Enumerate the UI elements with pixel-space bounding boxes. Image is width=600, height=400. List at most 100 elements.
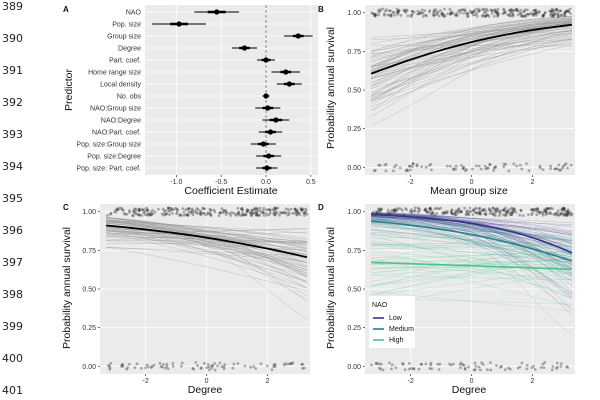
observed-survived-point xyxy=(463,9,467,13)
observed-survived-point xyxy=(502,209,506,212)
observed-survived-point xyxy=(291,211,295,215)
observed-died-point xyxy=(377,362,381,366)
observed-survived-point xyxy=(280,211,284,215)
observed-survived-point xyxy=(409,208,413,212)
observed-survived-point xyxy=(549,206,553,210)
observed-died-point xyxy=(231,366,235,370)
observed-survived-point xyxy=(512,207,516,210)
observed-survived-point xyxy=(141,208,145,212)
observed-survived-point xyxy=(245,210,249,214)
observed-survived-point xyxy=(559,9,562,13)
posterior-draw-line-low xyxy=(371,213,573,232)
observed-survived-point xyxy=(435,206,439,210)
observed-survived-point xyxy=(440,11,444,15)
observed-survived-point xyxy=(518,213,522,217)
observed-survived-point xyxy=(299,208,303,212)
observed-survived-point xyxy=(409,14,413,17)
panel-d-mean-curves xyxy=(371,213,573,271)
observed-died-point xyxy=(374,361,378,365)
observed-died-point xyxy=(370,363,373,367)
observed-survived-point xyxy=(428,206,432,210)
observed-survived-point xyxy=(392,209,396,212)
observed-survived-point xyxy=(548,207,551,211)
observed-survived-point xyxy=(162,213,166,217)
observed-survived-point xyxy=(293,211,296,215)
observed-survived-point xyxy=(199,209,203,213)
observed-survived-point xyxy=(157,207,160,211)
posterior-draw-line-high xyxy=(371,264,572,275)
observed-survived-point xyxy=(136,213,140,216)
posterior-draw-line-high xyxy=(371,254,572,285)
observed-survived-point xyxy=(477,210,481,214)
observed-survived-point xyxy=(484,7,488,11)
observed-survived-point xyxy=(416,210,420,214)
observed-survived-point xyxy=(457,211,460,215)
observed-survived-point xyxy=(178,213,182,216)
observed-survived-point xyxy=(562,206,566,210)
observed-survived-point xyxy=(408,210,412,214)
panel-d-y-axis-label: Probability annual survival xyxy=(325,227,337,349)
observed-survived-point xyxy=(535,11,539,15)
observed-died-point xyxy=(563,163,567,167)
observed-survived-point xyxy=(237,211,241,215)
observed-died-point xyxy=(171,362,175,365)
observed-survived-point xyxy=(377,10,380,14)
observed-died-point xyxy=(420,165,423,169)
observed-died-point xyxy=(527,169,531,173)
observed-died-point xyxy=(554,167,558,171)
observed-survived-point xyxy=(450,212,454,216)
observed-survived-point xyxy=(532,14,535,17)
observed-survived-point xyxy=(433,10,437,14)
observed-died-point xyxy=(236,362,240,365)
observed-survived-point xyxy=(220,207,224,211)
observed-died-point xyxy=(254,367,257,370)
panel-b-posterior-draws xyxy=(370,15,573,126)
estimate-point-3 xyxy=(241,45,248,51)
observed-survived-point xyxy=(552,212,556,216)
posterior-draw-line xyxy=(106,217,308,278)
posterior-draw-line-high xyxy=(371,291,572,312)
observed-survived-point xyxy=(122,211,126,215)
mean-curve-high xyxy=(371,261,572,271)
observed-survived-point xyxy=(142,211,145,215)
observed-survived-point xyxy=(478,206,482,210)
observed-survived-point xyxy=(502,7,505,11)
observed-survived-point xyxy=(509,213,513,216)
observed-survived-point xyxy=(222,209,226,213)
observed-survived-point xyxy=(536,210,540,214)
observed-survived-point xyxy=(392,211,396,214)
predictor-label: NAO:Degree xyxy=(101,118,141,125)
observed-survived-point xyxy=(450,208,454,212)
x-tick-label: 0.0 xyxy=(261,179,271,186)
observed-died-point xyxy=(488,162,492,166)
observed-died-point xyxy=(213,362,217,365)
observed-survived-point xyxy=(491,206,495,210)
observed-survived-point xyxy=(262,214,266,217)
observed-survived-point xyxy=(443,7,446,11)
legend-entry-low: Low xyxy=(389,315,403,322)
x-tick-label: 0.5 xyxy=(306,179,316,186)
observed-survived-point xyxy=(563,213,566,217)
x-tick-label: 0 xyxy=(470,179,474,186)
panel-a-y-axis-label: Predictor xyxy=(63,68,75,111)
observed-survived-point xyxy=(501,213,505,217)
posterior-draw-line-low xyxy=(371,219,573,255)
observed-died-point xyxy=(412,367,416,371)
observed-survived-point xyxy=(510,210,514,214)
observed-survived-point xyxy=(455,213,458,217)
observed-survived-point xyxy=(512,9,516,13)
observed-survived-point xyxy=(483,212,486,216)
posterior-draw-line xyxy=(370,18,572,98)
observed-survived-point xyxy=(219,211,222,215)
observed-survived-point xyxy=(118,206,121,210)
observed-survived-point xyxy=(213,210,217,214)
observed-survived-point xyxy=(384,9,387,13)
observed-survived-point xyxy=(490,212,494,216)
posterior-draw-line-low xyxy=(371,216,573,245)
posterior-draw-line-high xyxy=(371,230,572,256)
observed-survived-point xyxy=(278,211,282,214)
observed-died-point xyxy=(290,362,293,366)
observed-survived-point xyxy=(160,212,164,216)
posterior-draw-line-medium xyxy=(371,226,572,237)
observed-survived-point xyxy=(166,206,170,210)
